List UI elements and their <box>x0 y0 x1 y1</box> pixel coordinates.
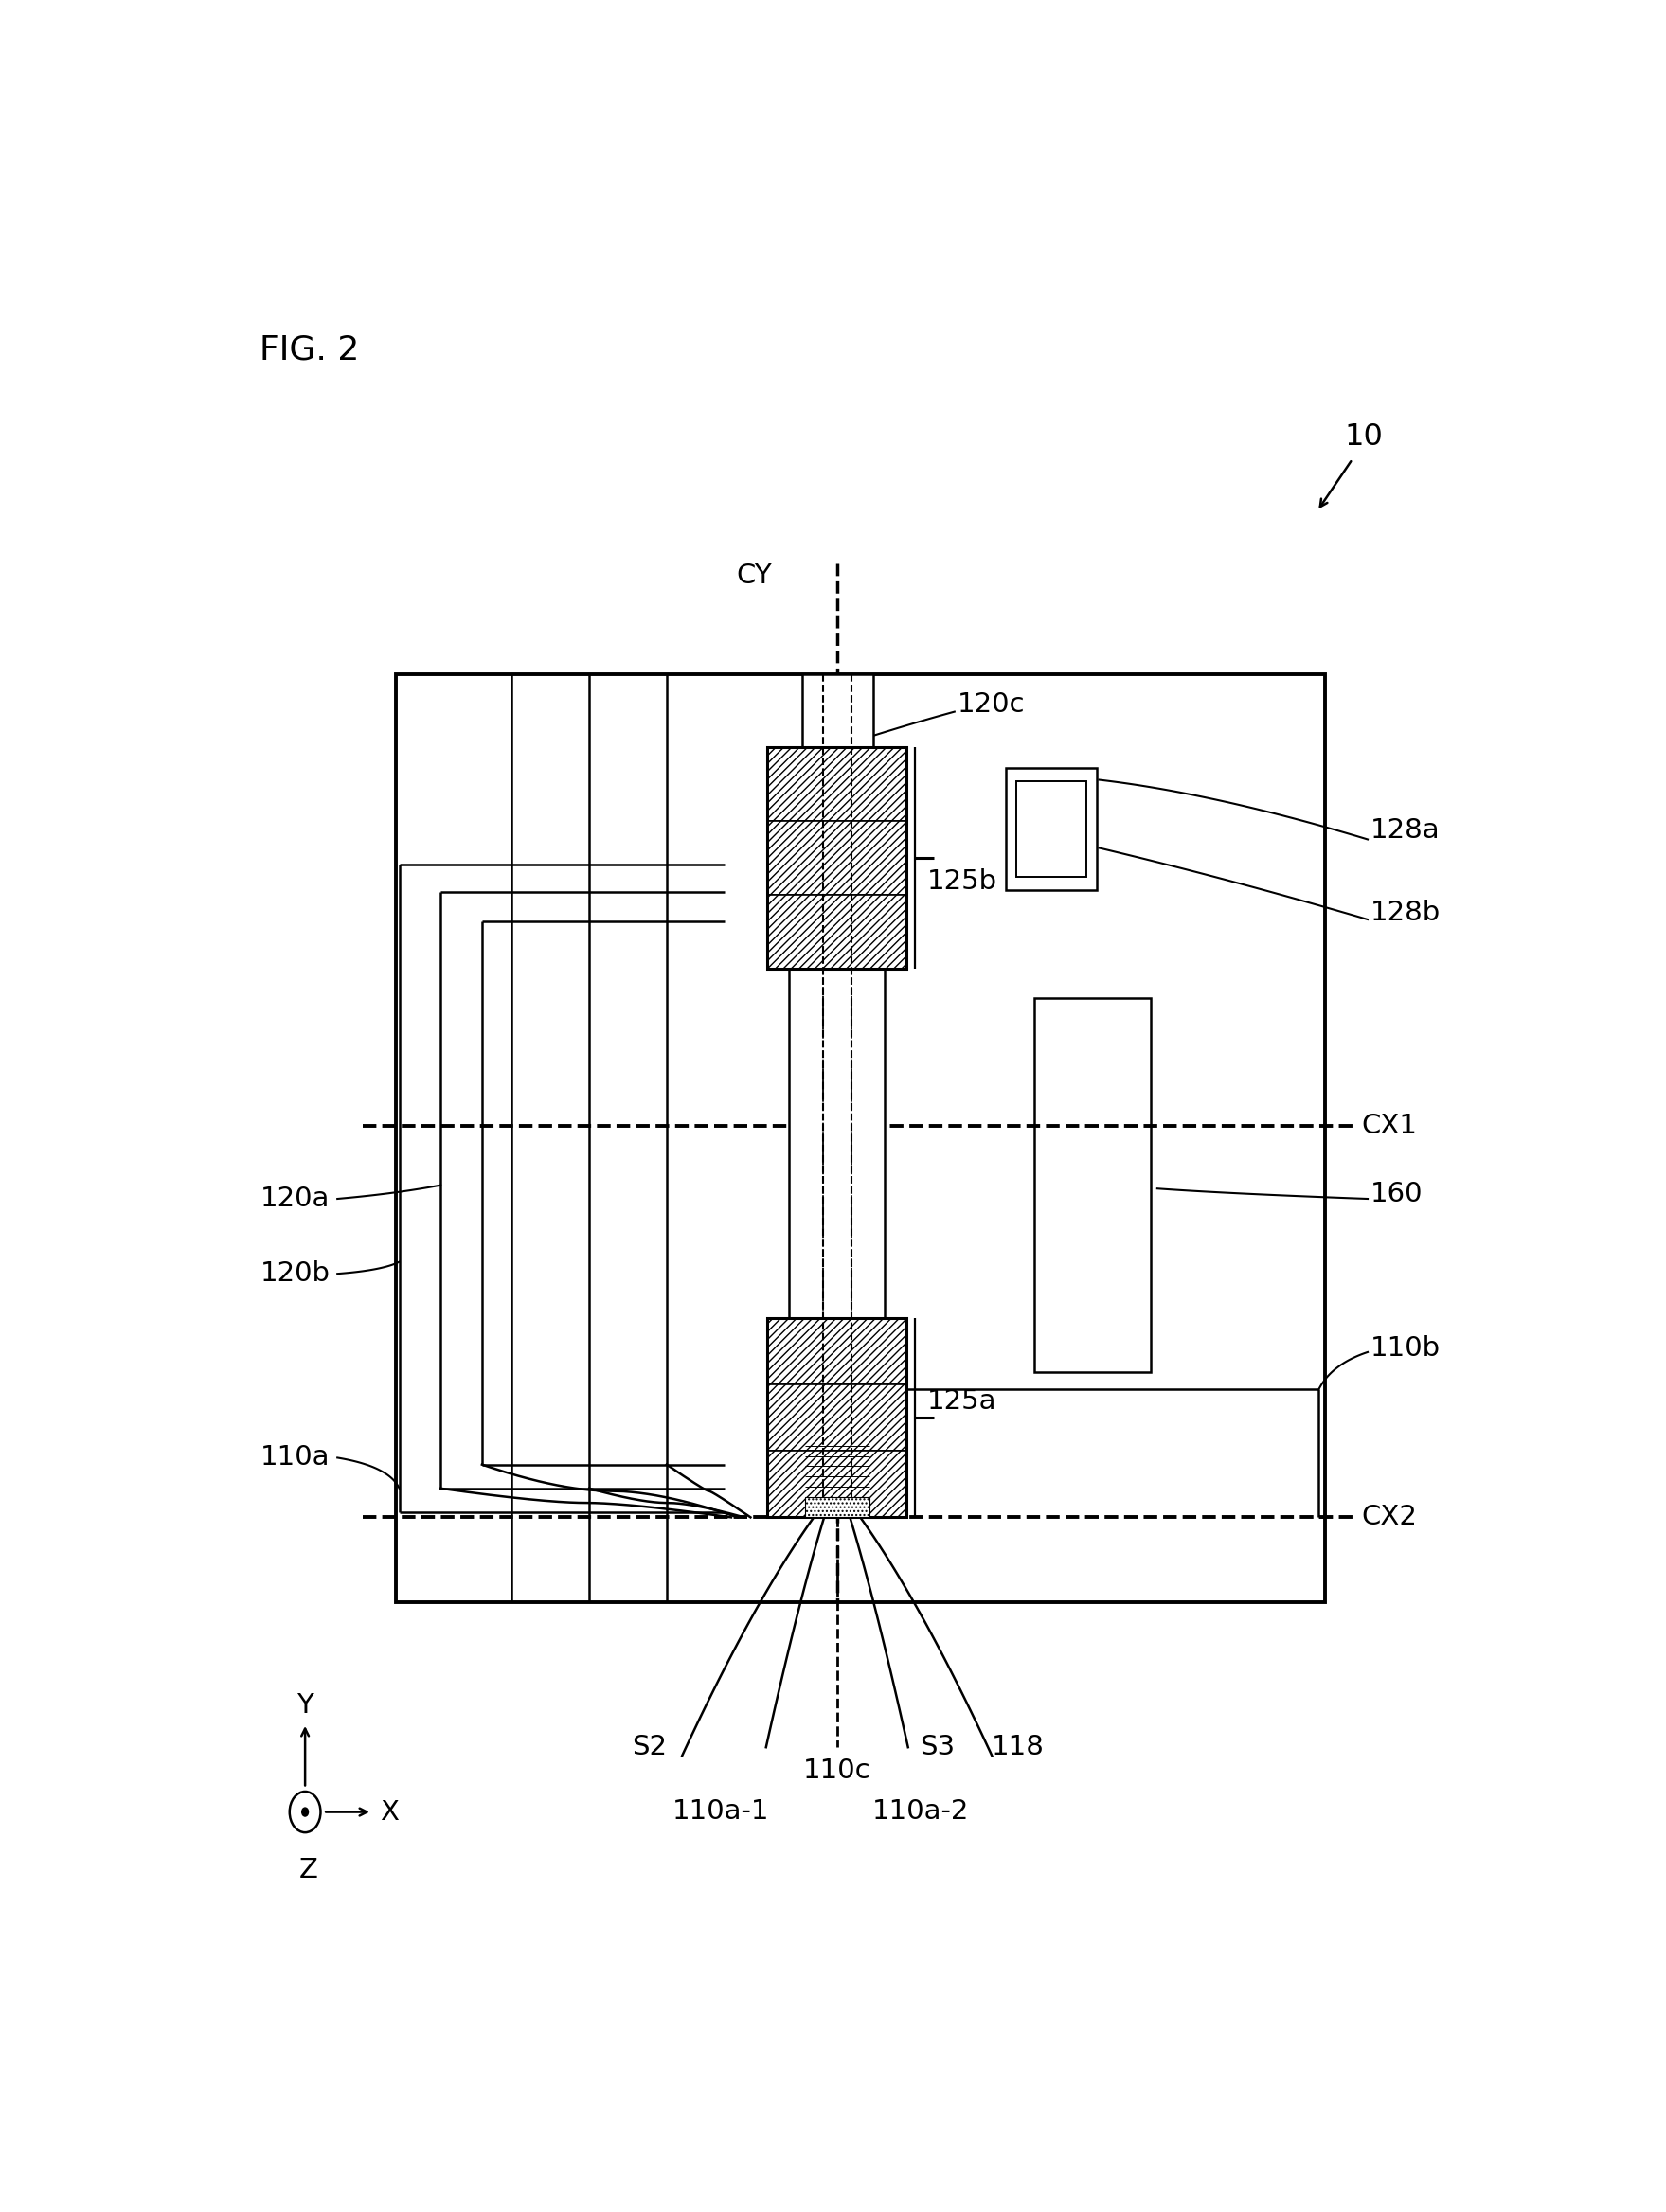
Bar <box>395 675 1324 1601</box>
Text: CY: CY <box>736 562 773 588</box>
Bar <box>768 1318 906 1517</box>
Text: 120a: 120a <box>260 1186 330 1212</box>
Text: FIG. 2: FIG. 2 <box>260 334 360 365</box>
Text: 110a-2: 110a-2 <box>873 1798 970 1825</box>
Bar <box>790 969 885 1318</box>
Circle shape <box>302 1807 308 1816</box>
Bar <box>768 1451 906 1517</box>
Bar <box>768 748 906 821</box>
Bar <box>805 1498 870 1517</box>
Text: 110a-1: 110a-1 <box>673 1798 770 1825</box>
Text: Z: Z <box>298 1856 318 1882</box>
Bar <box>768 748 906 969</box>
Text: 110c: 110c <box>803 1759 871 1785</box>
Text: 110a: 110a <box>260 1444 330 1471</box>
Bar <box>1016 781 1086 876</box>
Bar <box>768 1385 906 1451</box>
Text: 128b: 128b <box>1369 900 1441 927</box>
Bar <box>1035 998 1151 1371</box>
Text: 120c: 120c <box>956 692 1025 719</box>
Text: CX2: CX2 <box>1361 1504 1418 1531</box>
Text: S3: S3 <box>920 1734 955 1761</box>
Bar <box>768 821 906 896</box>
Text: 10: 10 <box>1344 422 1383 451</box>
Text: 120b: 120b <box>260 1261 330 1287</box>
Text: 110b: 110b <box>1369 1336 1441 1363</box>
Bar <box>768 1318 906 1385</box>
Text: 128a: 128a <box>1369 818 1439 845</box>
Text: X: X <box>380 1798 398 1825</box>
Bar <box>768 896 906 969</box>
Text: S2: S2 <box>633 1734 668 1761</box>
Text: 118: 118 <box>991 1734 1045 1761</box>
Bar <box>803 675 873 1517</box>
Text: CX1: CX1 <box>1361 1113 1418 1139</box>
Text: 125a: 125a <box>928 1389 996 1416</box>
Text: 160: 160 <box>1369 1181 1423 1208</box>
Text: Y: Y <box>297 1692 313 1719</box>
Bar <box>1006 768 1096 891</box>
Text: 125b: 125b <box>928 869 998 896</box>
